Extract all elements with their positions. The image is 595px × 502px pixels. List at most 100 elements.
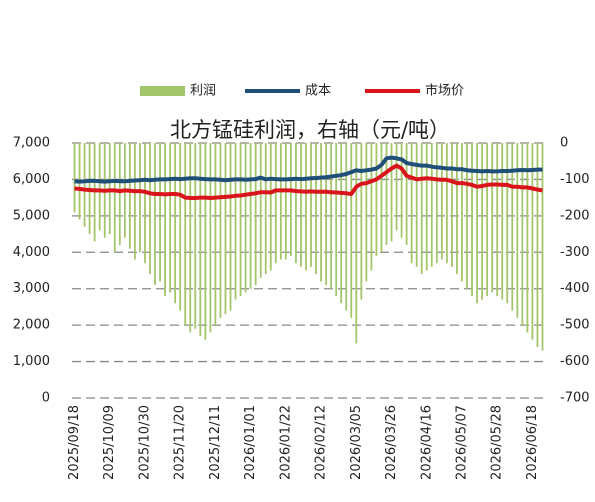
bar — [390, 143, 393, 242]
bar — [154, 143, 156, 286]
bar — [113, 143, 116, 253]
bar — [451, 143, 453, 267]
y-tick-label: 3,000 — [13, 281, 50, 296]
bar — [159, 143, 161, 282]
bar — [385, 143, 388, 245]
bar — [219, 143, 222, 318]
bar — [370, 143, 373, 271]
bar — [179, 143, 182, 311]
x-tick-label: 2026/02/12 — [314, 405, 329, 480]
bar — [194, 143, 197, 329]
y-tick-label: 0 — [42, 391, 50, 406]
bar — [395, 143, 398, 231]
bar — [234, 143, 237, 300]
bar — [184, 143, 187, 326]
bar — [209, 143, 212, 333]
y-tick-label: 4,000 — [13, 245, 50, 260]
bar — [440, 143, 443, 260]
y2-tick-label: -700 — [560, 391, 590, 406]
chart-title: 北方锰硅利润，右轴（元/吨） — [170, 118, 450, 142]
y-tick-label: 6,000 — [13, 172, 50, 187]
bar — [264, 143, 267, 275]
bar — [445, 143, 448, 264]
bar — [476, 143, 478, 304]
bar — [320, 143, 322, 282]
bar — [128, 143, 131, 249]
bar — [259, 143, 262, 278]
x-tick-label: 2026/05/28 — [490, 405, 505, 480]
line — [74, 155, 543, 184]
bar — [279, 143, 282, 260]
bar — [360, 143, 363, 300]
bar — [511, 143, 514, 311]
x-tick-label: 2025/11/20 — [173, 405, 188, 480]
bar — [521, 143, 524, 326]
x-tick-label: 2026/01/01 — [243, 405, 258, 480]
bar — [486, 143, 489, 296]
bar — [254, 143, 257, 286]
x-tick-label: 2026/06/18 — [525, 405, 540, 480]
bar — [430, 143, 433, 267]
bar — [274, 143, 277, 264]
bar — [229, 143, 232, 311]
x-tick-label: 2026/05/07 — [454, 405, 469, 480]
y2-tick-label: -400 — [560, 281, 590, 296]
bar — [375, 143, 378, 256]
y-tick-label: 1,000 — [13, 354, 50, 369]
bar — [425, 143, 428, 271]
legend-label: 市场价 — [425, 83, 464, 99]
bar — [139, 143, 141, 253]
line — [74, 163, 543, 200]
bar — [239, 143, 242, 296]
y2-tick-label: -500 — [560, 318, 590, 333]
x-tick-label: 2025/10/30 — [137, 405, 152, 480]
y2-tick-label: 0 — [560, 136, 568, 151]
bar — [174, 143, 177, 304]
bar — [345, 143, 348, 311]
bar — [305, 143, 307, 271]
bar — [325, 143, 328, 286]
bar — [133, 143, 136, 260]
bar — [144, 143, 146, 264]
bar — [289, 143, 292, 256]
bar — [149, 143, 151, 275]
x-tick-label: 2026/01/22 — [278, 405, 293, 480]
bar — [330, 143, 333, 289]
bar — [269, 143, 272, 271]
bar — [481, 143, 484, 300]
legend-swatch — [140, 86, 185, 96]
bar — [83, 143, 86, 227]
x-tick-label: 2025/09/18 — [67, 405, 82, 480]
bar — [295, 143, 297, 264]
x-tick-label: 2025/12/11 — [208, 405, 223, 480]
x-tick-label: 2026/03/26 — [384, 405, 399, 480]
y-tick-label: 5,000 — [13, 208, 50, 223]
bar — [506, 143, 509, 304]
bar — [405, 143, 408, 245]
bar — [516, 143, 519, 318]
bar — [199, 143, 202, 337]
bar — [335, 143, 338, 296]
y2-tick-label: -200 — [560, 208, 590, 223]
bar — [164, 143, 166, 296]
x-tick-label: 2026/03/05 — [349, 405, 364, 480]
x-tick-label: 2025/10/09 — [102, 405, 117, 480]
bar — [310, 143, 312, 267]
bar — [501, 143, 504, 300]
bar — [400, 143, 403, 238]
bar — [410, 143, 413, 264]
bar — [496, 143, 499, 296]
bar — [466, 143, 468, 289]
bar — [536, 143, 539, 347]
bar — [350, 143, 353, 318]
y2-tick-label: -100 — [560, 172, 590, 187]
bar — [491, 143, 494, 293]
bar — [249, 143, 252, 289]
y2-tick-label: -600 — [560, 354, 590, 369]
bar — [355, 143, 358, 344]
x-tick-label: 2026/04/16 — [419, 405, 434, 480]
bar — [224, 143, 227, 315]
bar — [300, 143, 302, 267]
bar — [340, 143, 343, 304]
